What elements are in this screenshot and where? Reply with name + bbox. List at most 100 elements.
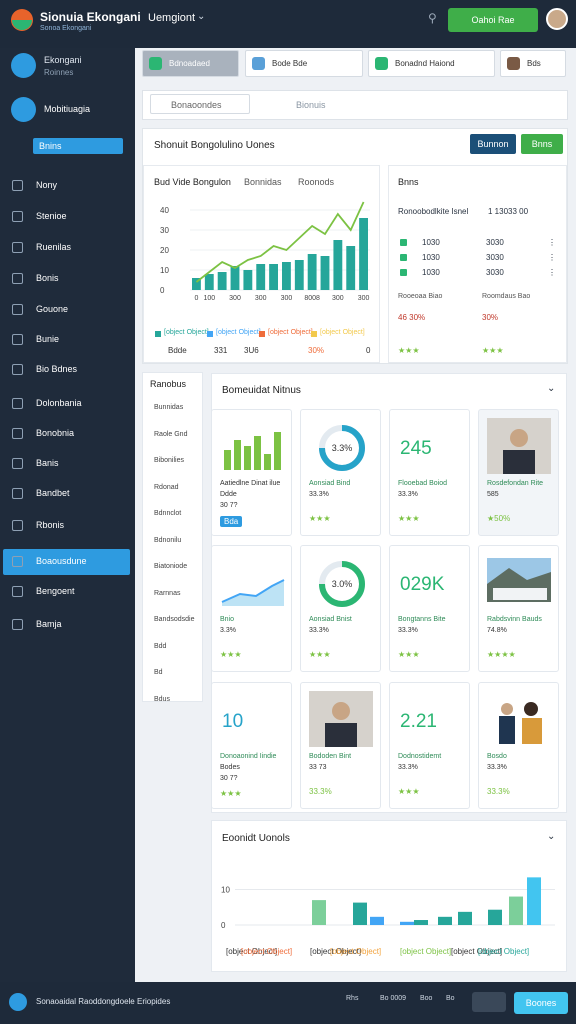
filter-item[interactable]: Rdonad [154,483,179,491]
bar [400,921,414,925]
nav-item[interactable]: Dolonbania [36,398,82,408]
legend-label: [object Object] [241,947,293,956]
success-button[interactable]: Bnns [521,134,563,154]
row-menu[interactable]: ⋮ [548,238,556,247]
filter-item[interactable]: Raole Gnd [154,430,188,438]
bar [282,262,291,290]
bottom-title: Eoonidt Uonols [222,833,290,844]
photo-body [325,723,357,747]
card-rating: 33.3% [487,787,510,796]
sidebar-button[interactable]: Bnins [33,138,123,154]
card-rating: ★★★ [309,514,331,523]
primary-button[interactable]: Oahoi Rae [448,8,538,32]
filter-item[interactable]: Bdnnclot [154,510,182,517]
card[interactable]: 3.0% Aonsiad Bnist 33.3% ★★★ [300,545,381,672]
nav-item[interactable]: Banis [36,458,59,468]
nav-item[interactable]: Bandbet [36,488,70,498]
nav-item[interactable]: Rbonis [36,520,65,530]
footer-button[interactable]: Boones [514,992,568,1014]
y-tick-label: 20 [160,246,169,255]
row-menu[interactable]: ⋮ [548,268,556,277]
nav-item[interactable]: Bonobnia [36,428,75,438]
card-rating: Bda [220,516,243,527]
toolbar-tab[interactable]: Bdnoadaed [142,50,239,77]
avatar[interactable] [546,8,568,30]
nav-item[interactable]: Bio Bdnes [36,364,78,374]
toolbar-tab[interactable]: Bds [500,50,566,77]
x-tick-label: 300 [332,295,344,302]
graphic [499,702,542,744]
chart-tab[interactable]: Roonods [298,177,335,187]
toolbar-tab[interactable]: Bonadnd Haiond [368,50,495,77]
card[interactable]: Rosdefondan Rite 585 ★50% [478,409,559,536]
card[interactable]: 10 Donoaonind Iindie Bodes 30 7? ★★★ [211,682,292,809]
card-text: 33.3% [309,627,329,634]
footer-icon [9,993,27,1011]
trend-line [195,201,365,283]
filter-item[interactable]: Biatoniode [154,563,188,570]
row-value: 3030 [486,253,504,262]
filter-item[interactable]: Bd [154,669,163,676]
secondary-button[interactable]: Bunnon [470,134,516,154]
gallery-caret[interactable]: ⌄ [547,383,556,394]
card[interactable]: Rabdsvinn Bauds 74.8% ★★★★ [478,545,559,672]
bar [346,246,356,290]
nav-icon [12,556,23,567]
overview-title: Shonuit Bongolulino Uones [154,140,275,151]
nav-item[interactable]: Boaousdune [36,556,87,566]
menu[interactable]: Uemgiont [148,12,196,24]
card-text: Bododen Bint [309,753,352,760]
nav-item[interactable]: Stenioe [36,211,67,221]
card[interactable]: 2.21 Dodnostidemt 33.3% ★★★ [389,682,470,809]
search-input[interactable]: Bonaoondes [150,94,250,114]
filter-item[interactable]: Bandsodsdie [154,616,195,623]
nav-item[interactable]: Nony [36,180,58,190]
bar [359,218,368,290]
nav-item[interactable]: Bonis [36,273,59,283]
card[interactable]: 029K Bongtanns Bite 33.3% ★★★ [389,545,470,672]
footer-stat: Bo [446,995,455,1002]
card[interactable]: Aatiedlne Dinat ilue Ddde 30 7? Bda [211,409,292,536]
card-text: Bodes [220,764,240,771]
big-number: 2.21 [400,711,437,732]
nav-item[interactable]: Ruenilas [36,242,72,252]
filter-item[interactable]: Bibonilies [154,457,184,464]
tab-icon [375,57,388,70]
row-menu[interactable]: ⋮ [548,253,556,262]
mini-bar [244,446,251,470]
filter-item[interactable]: Bunnidas [154,404,184,411]
chart-tab[interactable]: Bonnidas [244,177,282,187]
bottom-caret[interactable]: ⌄ [547,831,556,842]
tab-label: Bode Bde [272,59,308,68]
bar [307,254,317,290]
filter-title: Ranobus [150,379,187,389]
card[interactable]: Bododen Bint 33 73 33.3% [300,682,381,809]
card-text: 33.3% [309,491,329,498]
card[interactable]: Bnio 3.3% ★★★ [211,545,292,672]
nav-item[interactable]: Bengoent [36,586,75,596]
nav-item[interactable]: Gouone [36,304,69,314]
chart-stat: 331 [214,346,228,355]
y-tick-label: 30 [160,226,169,235]
toolbar-tab[interactable]: Bode Bde [245,50,363,77]
nav-icon [12,211,23,222]
nav-item[interactable]: Bunie [36,334,60,344]
card[interactable]: 3.3% Aonsiad Bind 33.3% ★★★ [300,409,381,536]
big-number: 245 [400,438,432,459]
donut-label: 3.0% [332,579,353,589]
footer-toggle[interactable] [472,992,506,1012]
y-tick-label: 10 [160,266,169,275]
card[interactable]: Bosdo 33.3% 33.3% [478,682,559,809]
nav-icon [12,334,23,345]
nav-icon [12,273,23,284]
bar [370,916,384,925]
filter[interactable]: Bionuis [296,100,326,110]
filter-item[interactable]: Bdnonilu [154,536,182,544]
filter-item[interactable]: Rarnnas [154,589,181,597]
nav-item[interactable]: Bamja [36,619,62,629]
card[interactable]: 245 Flooebad Boiod 33.3% ★★★ [389,409,470,536]
chart-stat: 0 [366,346,371,355]
filter-item[interactable]: Bdd [154,642,167,650]
filter-item[interactable]: Bdus [154,695,170,703]
